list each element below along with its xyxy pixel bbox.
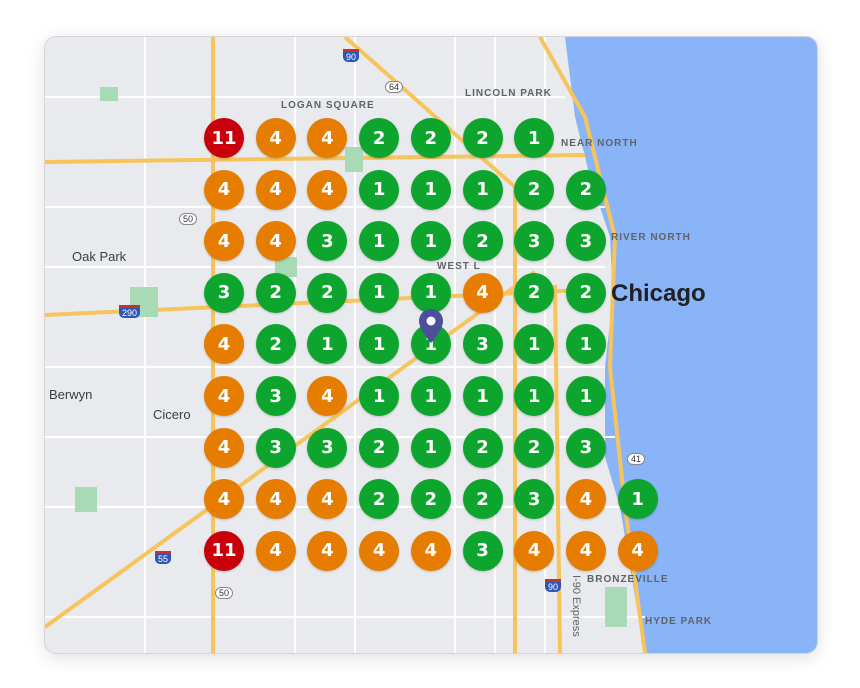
rank-marker[interactable]: 4 <box>204 324 244 365</box>
rank-marker[interactable]: 4 <box>565 479 606 520</box>
label-chicago: Chicago <box>611 280 706 307</box>
i55-shield-icon: 55 <box>155 551 172 564</box>
rank-marker[interactable]: 2 <box>359 479 400 520</box>
rank-marker[interactable]: 3 <box>514 479 555 520</box>
rank-marker[interactable]: 3 <box>307 221 348 262</box>
rank-marker[interactable]: 1 <box>410 272 451 313</box>
rank-marker[interactable]: 4 <box>307 118 348 158</box>
rank-marker[interactable]: 4 <box>204 221 244 262</box>
rank-marker[interactable]: 3 <box>462 530 503 571</box>
rank-marker[interactable]: 2 <box>514 169 555 210</box>
rank-marker[interactable]: 4 <box>204 376 244 416</box>
rank-marker[interactable]: 2 <box>462 479 503 520</box>
rank-marker[interactable]: 11 <box>204 118 244 158</box>
us64-shield-icon: 64 <box>385 81 404 93</box>
rank-marker[interactable]: 1 <box>410 221 451 262</box>
rank-marker[interactable]: 1 <box>359 376 400 416</box>
rank-marker[interactable]: 4 <box>255 221 296 262</box>
rank-marker[interactable]: 1 <box>462 169 503 210</box>
i290-shield-icon: 290 <box>119 305 141 318</box>
i90-shield-icon: 90 <box>343 49 360 62</box>
rank-marker[interactable]: 1 <box>565 376 606 416</box>
rank-marker[interactable]: 1 <box>514 118 555 158</box>
rank-marker[interactable]: 4 <box>204 427 244 468</box>
rank-marker[interactable]: 4 <box>307 530 348 571</box>
rank-marker[interactable]: 1 <box>617 479 658 520</box>
rank-marker[interactable]: 2 <box>565 169 606 210</box>
rank-marker[interactable]: 4 <box>255 530 296 571</box>
rank-marker[interactable]: 4 <box>204 169 244 210</box>
label-cicero: Cicero <box>153 407 191 422</box>
rank-marker[interactable]: 2 <box>462 221 503 262</box>
rank-marker[interactable]: 4 <box>307 376 348 416</box>
rank-marker[interactable]: 2 <box>359 427 400 468</box>
label-west-loop: WEST L <box>437 261 481 272</box>
rank-marker[interactable]: 2 <box>255 272 296 313</box>
rank-marker[interactable]: 2 <box>565 272 606 313</box>
rank-marker[interactable]: 1 <box>307 324 348 365</box>
i90-shield-icon: 90 <box>545 579 562 592</box>
rank-marker[interactable]: 4 <box>204 479 244 520</box>
rank-marker[interactable]: 11 <box>204 530 244 571</box>
rank-marker[interactable]: 4 <box>514 530 555 571</box>
label-hyde-park: HYDE PARK <box>645 616 713 627</box>
rank-marker[interactable]: 4 <box>255 169 296 210</box>
label-oak-park: Oak Park <box>72 249 127 264</box>
rank-marker[interactable]: 2 <box>359 118 400 158</box>
us50-shield-icon: 50 <box>179 213 198 225</box>
rank-marker[interactable]: 2 <box>307 272 348 313</box>
rank-marker[interactable]: 4 <box>255 118 296 158</box>
label-bronzeville: BRONZEVILLE <box>587 574 669 585</box>
rank-marker[interactable]: 1 <box>359 169 400 210</box>
label-i90-express: I-90 Express <box>570 575 582 637</box>
rank-marker[interactable]: 4 <box>617 530 658 571</box>
rank-marker[interactable]: 3 <box>307 427 348 468</box>
rank-marker[interactable]: 2 <box>462 118 503 158</box>
rank-marker[interactable]: 3 <box>255 376 296 416</box>
map-view[interactable]: LOGAN SQUARE LINCOLN PARK NEAR NORTH RIV… <box>44 36 818 654</box>
rank-marker[interactable]: 1 <box>514 376 555 416</box>
map-pin-icon[interactable] <box>419 309 443 343</box>
rank-marker[interactable]: 4 <box>410 530 451 571</box>
rank-marker[interactable]: 1 <box>410 169 451 210</box>
rank-marker[interactable]: 1 <box>359 221 400 262</box>
label-river-north: RIVER NORTH <box>611 232 691 243</box>
rank-marker[interactable]: 3 <box>462 324 503 365</box>
rank-marker[interactable]: 4 <box>565 530 606 571</box>
rank-marker[interactable]: 3 <box>204 272 244 313</box>
rank-marker[interactable]: 3 <box>514 221 555 262</box>
us50-shield-icon: 50 <box>215 587 234 599</box>
rank-marker[interactable]: 3 <box>565 221 606 262</box>
rank-marker[interactable]: 2 <box>514 272 555 313</box>
rank-marker[interactable]: 1 <box>565 324 606 365</box>
rank-marker[interactable]: 3 <box>565 427 606 468</box>
label-lincoln-park: LINCOLN PARK <box>465 88 552 99</box>
rank-marker[interactable]: 4 <box>359 530 400 571</box>
rank-marker[interactable]: 2 <box>514 427 555 468</box>
us41-shield-icon: 41 <box>627 453 646 465</box>
rank-marker[interactable]: 1 <box>410 376 451 416</box>
rank-marker[interactable]: 1 <box>462 376 503 416</box>
rank-marker[interactable]: 2 <box>410 118 451 158</box>
rank-marker[interactable]: 4 <box>462 272 503 313</box>
rank-marker[interactable]: 1 <box>514 324 555 365</box>
rank-marker[interactable]: 2 <box>462 427 503 468</box>
rank-marker[interactable]: 2 <box>255 324 296 365</box>
rank-marker[interactable]: 4 <box>255 479 296 520</box>
rank-marker[interactable]: 1 <box>410 427 451 468</box>
label-logan-square: LOGAN SQUARE <box>281 100 375 111</box>
rank-marker[interactable]: 1 <box>359 324 400 365</box>
label-near-north: NEAR NORTH <box>561 138 638 149</box>
rank-marker[interactable]: 4 <box>307 169 348 210</box>
rank-marker[interactable]: 2 <box>410 479 451 520</box>
label-berwyn: Berwyn <box>49 387 93 402</box>
rank-marker[interactable]: 1 <box>359 272 400 313</box>
rank-marker[interactable]: 3 <box>255 427 296 468</box>
rank-marker[interactable]: 4 <box>307 479 348 520</box>
